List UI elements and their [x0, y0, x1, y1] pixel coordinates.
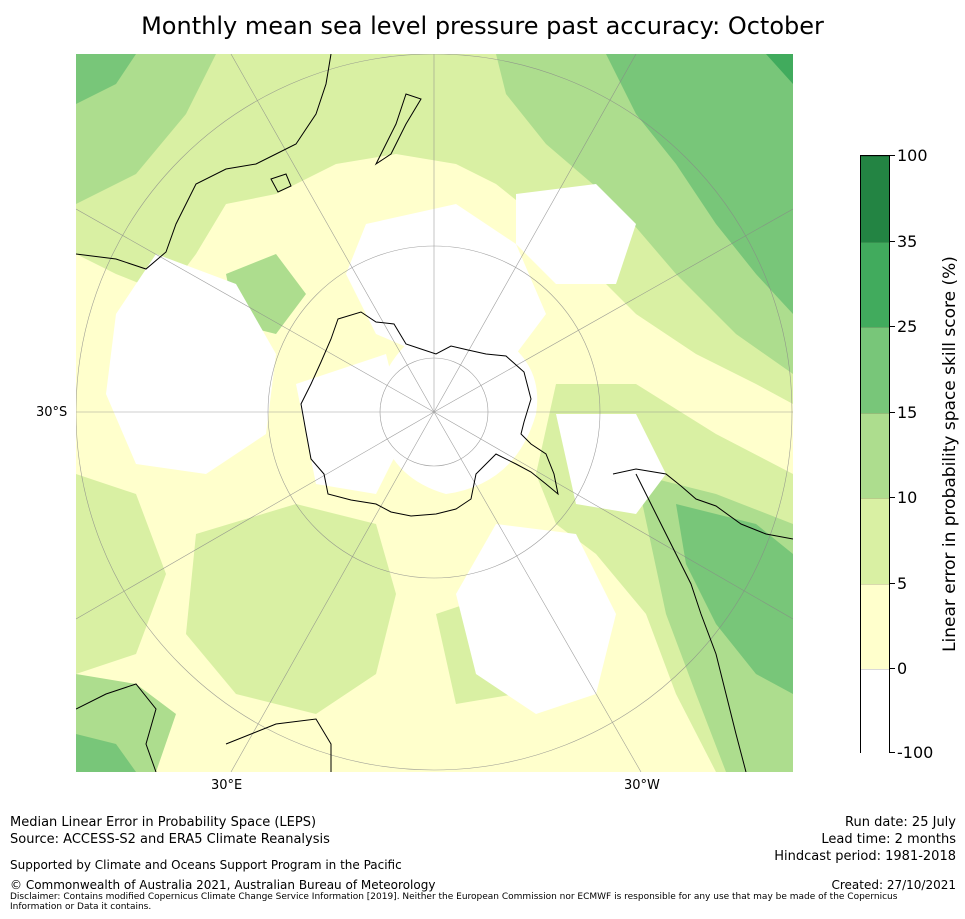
colorbar-bin-10-15 [861, 413, 889, 498]
footer-copyright: © Commonwealth of Australia 2021, Austra… [10, 878, 436, 892]
skill-score-field [76, 54, 793, 772]
colorbar-tick: 15 [897, 403, 918, 422]
colorbar-bin-15-25 [861, 327, 889, 413]
skill-negative-region [106, 184, 666, 714]
graticule [76, 54, 793, 772]
footer-source: Source: ACCESS-S2 and ERA5 Climate Reana… [10, 832, 330, 847]
australia-coast [76, 54, 332, 270]
colorbar-tick: 100 [897, 146, 928, 165]
polar-map [76, 54, 793, 772]
lon-label-30w: 30°W [624, 778, 660, 793]
footer-disclaimer: Disclaimer: Contains modified Copernicus… [10, 892, 940, 912]
map-title: Monthly mean sea level pressure past acc… [141, 12, 824, 40]
new-zealand-coast [374, 93, 422, 166]
disclaimer-text-2: Information or Data it contains. [10, 902, 152, 912]
south-america-west-coast [635, 473, 747, 772]
coastlines [76, 54, 793, 772]
colorbar-tick: 35 [897, 232, 918, 251]
lon-label-30e: 30°E [211, 778, 243, 793]
disclaimer-text-1: Disclaimer: Contains modified Copernicus… [10, 892, 898, 902]
south-america-coast [612, 468, 793, 540]
colorbar-tick: 25 [897, 317, 918, 336]
footer-run-date: Run date: 25 July [845, 815, 956, 830]
colorbar-bin-neg [861, 669, 889, 753]
colorbar-bin-5-10 [861, 498, 889, 584]
footer-hindcast: Hindcast period: 1981-2018 [774, 849, 956, 864]
colorbar-tick: -100 [897, 743, 934, 762]
colorbar-bin-25-35 [861, 242, 889, 327]
madagascar-coast [225, 718, 332, 772]
footer-method: Median Linear Error in Probability Space… [10, 815, 317, 830]
colorbar-tick: 10 [897, 488, 918, 507]
africa-coast [76, 683, 157, 772]
colorbar-bin-35-100 [861, 156, 889, 242]
antarctica-coast [300, 311, 559, 517]
colorbar [860, 155, 890, 753]
colorbar-tick: 0 [897, 659, 908, 678]
footer-created: Created: 27/10/2021 [831, 878, 956, 892]
footer-support: Supported by Climate and Oceans Support … [10, 858, 402, 872]
colorbar-tick: 5 [897, 574, 908, 593]
tasmania-coast [270, 173, 292, 193]
colorbar-label: Linear error in probability space skill … [940, 256, 960, 652]
colorbar-bin-0-5 [861, 584, 889, 669]
footer-lead-time: Lead time: 2 months [821, 832, 956, 847]
lat-label-30s: 30°S [36, 405, 68, 420]
skill-25-35-region [766, 54, 793, 84]
